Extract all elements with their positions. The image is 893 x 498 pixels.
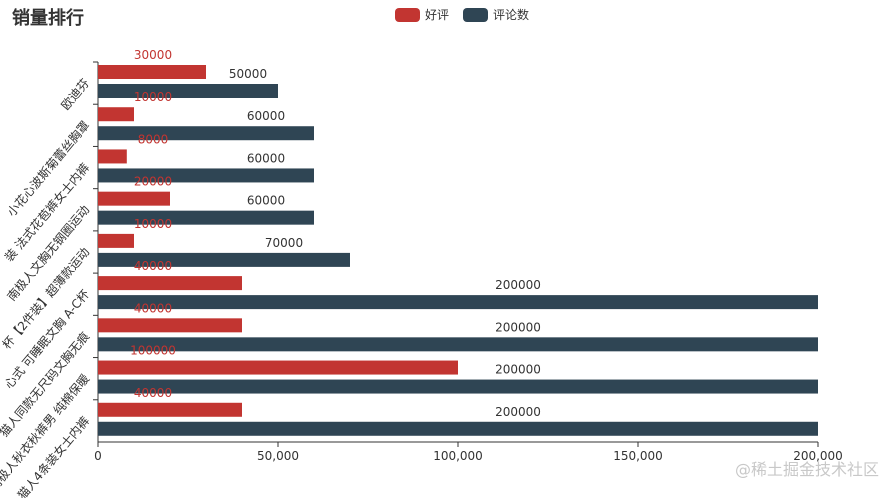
- bar-comment-count: [98, 295, 818, 310]
- data-label-good-reviews: 10000: [134, 217, 172, 231]
- data-label-good-reviews: 10000: [134, 90, 172, 104]
- bar-comment-count: [98, 252, 350, 267]
- bar-comment-count: [98, 421, 818, 436]
- bar-good-reviews: [98, 318, 242, 333]
- watermark: @稀土掘金技术社区: [734, 460, 879, 479]
- legend-label-comment-count: 评论数: [493, 8, 530, 22]
- bar-good-reviews: [98, 149, 127, 164]
- data-label-comment-count: 70000: [265, 236, 303, 250]
- bar-good-reviews: [98, 233, 134, 248]
- data-label-comment-count: 200000: [495, 405, 541, 419]
- data-label-comment-count: 200000: [495, 363, 541, 377]
- data-label-comment-count: 200000: [495, 278, 541, 292]
- bar-comment-count: [98, 337, 818, 352]
- bar-good-reviews: [98, 191, 170, 206]
- data-label-comment-count: 200000: [495, 320, 541, 334]
- bar-good-reviews: [98, 276, 242, 291]
- bar-good-reviews: [98, 65, 206, 79]
- bar-comment-count: [98, 379, 818, 394]
- data-label-comment-count: 60000: [247, 109, 285, 123]
- data-label-good-reviews: 40000: [134, 301, 172, 315]
- legend-swatch-comment-count: [463, 7, 489, 22]
- data-label-good-reviews: 100000: [130, 344, 176, 358]
- legend-item-good-reviews[interactable]: 好评: [395, 6, 449, 23]
- x-tick-label: 150,000: [613, 449, 663, 463]
- legend-item-comment-count[interactable]: 评论数: [463, 6, 529, 23]
- data-label-comment-count: 60000: [247, 194, 285, 208]
- chart-title: 销量排行: [12, 8, 84, 29]
- x-tick-label: 100,000: [433, 449, 483, 463]
- legend-label-good-reviews: 好评: [425, 8, 450, 22]
- x-tick-label: 200,000: [793, 449, 843, 463]
- y-category-label: 欧迪芬: [58, 76, 92, 113]
- bar-comment-count: [98, 168, 314, 183]
- x-tick-label: 50,000: [257, 449, 299, 463]
- data-label-good-reviews: 40000: [134, 386, 172, 400]
- chart-legend: 好评 评论数: [395, 6, 529, 23]
- data-label-good-reviews: 30000: [134, 48, 172, 62]
- data-label-comment-count: 50000: [229, 67, 267, 81]
- bar-good-reviews: [98, 402, 242, 417]
- data-label-good-reviews: 20000: [134, 175, 172, 189]
- bar-comment-count: [98, 210, 314, 225]
- bar-good-reviews: [98, 107, 134, 122]
- bar-comment-count: [98, 126, 314, 141]
- data-label-good-reviews: 8000: [138, 132, 169, 146]
- bar-comment-count: [98, 84, 278, 98]
- data-label-good-reviews: 40000: [134, 259, 172, 273]
- bar-good-reviews: [98, 360, 458, 375]
- legend-swatch-good-reviews: [395, 7, 420, 22]
- x-tick-label: 0: [94, 449, 102, 463]
- data-label-comment-count: 60000: [247, 151, 285, 165]
